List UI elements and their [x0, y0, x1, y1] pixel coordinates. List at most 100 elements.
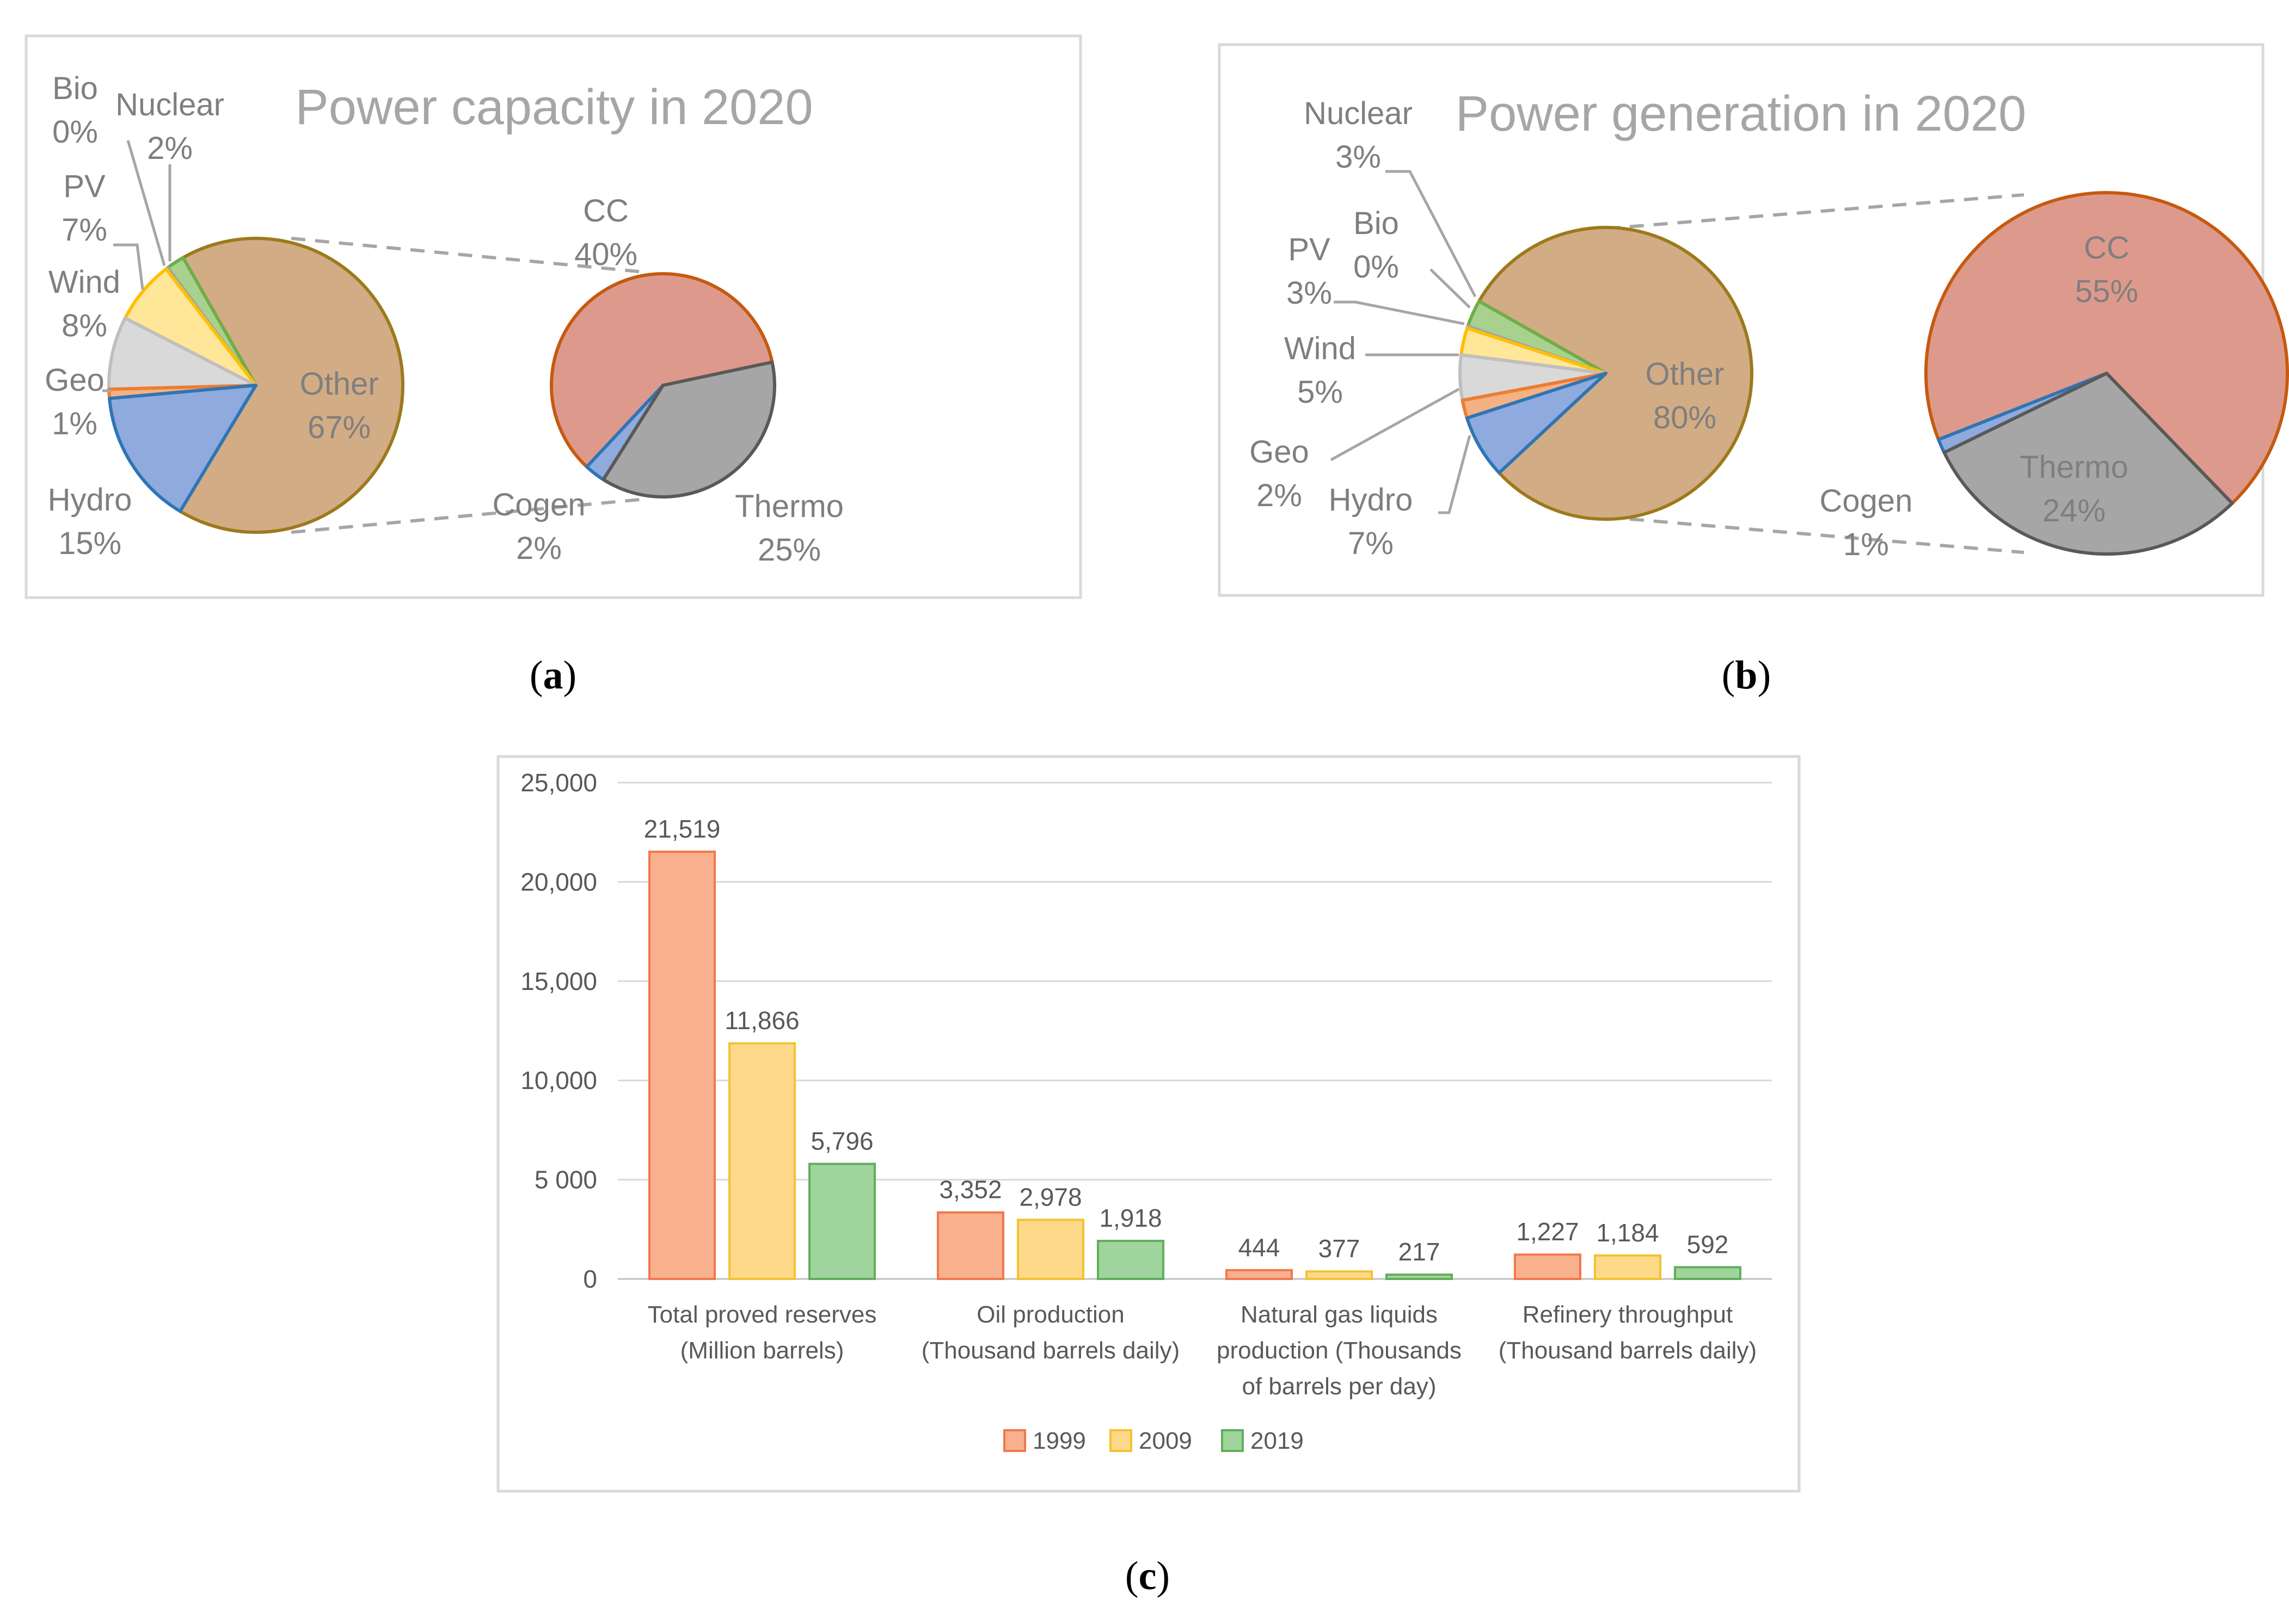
svg-text:0%: 0%: [1353, 249, 1399, 285]
y-tick-label: 15,000: [520, 967, 597, 995]
leader-lines: [1330, 170, 1477, 514]
data-label: 5,796: [811, 1127, 873, 1155]
y-tick-label: 5 000: [535, 1166, 597, 1194]
bar-2019-4: [1674, 1266, 1741, 1280]
category-label: production (Thousands: [1217, 1337, 1462, 1364]
svg-text:1%: 1%: [52, 406, 97, 441]
svg-text:0%: 0%: [52, 114, 98, 150]
leader-line-bio: [126, 140, 166, 266]
svg-text:Bio: Bio: [52, 71, 98, 106]
chart-title: Power generation in 2020: [1456, 86, 2027, 142]
slice-label-wind: Wind 5%: [1284, 331, 1356, 410]
svg-text:2%: 2%: [147, 131, 193, 166]
svg-text:Wind: Wind: [1284, 331, 1356, 366]
svg-text:PV: PV: [1288, 232, 1330, 267]
caption-c: (c): [1125, 1554, 1170, 1598]
legend-swatch-2019: [1221, 1429, 1244, 1452]
slice-label-cogen: Cogen 1%: [1820, 483, 1913, 562]
data-label: 11,866: [725, 1006, 799, 1035]
bar-2019-1: [808, 1162, 876, 1281]
svg-text:55%: 55%: [2075, 274, 2138, 309]
category-label: Refinery throughput: [1523, 1301, 1733, 1328]
pie-slice-hydro: [1465, 372, 1607, 475]
svg-text:7%: 7%: [62, 212, 107, 248]
power-generation-chart: Power generation in 2020 Nuclear 3% Bio …: [1218, 43, 2289, 597]
y-tick-label: 25,000: [520, 768, 597, 797]
connector-line-bottom: [291, 497, 646, 534]
pie-slice-hydro: [108, 384, 257, 513]
leader-line-pv: [1334, 300, 1465, 325]
category-label: (Million barrels): [680, 1337, 844, 1364]
pie-slice-other: [178, 237, 404, 534]
pie-slice-cc: [550, 272, 774, 469]
bars: [648, 850, 1741, 1281]
bar-1999-2: [937, 1211, 1004, 1280]
slice-label-other: Other 80%: [1645, 356, 1724, 435]
leader-line-geo: [1330, 387, 1460, 462]
data-label: 2,978: [1019, 1183, 1082, 1211]
oil-indicators-bar-chart: 0 5 000 10,000 15,000 20,000 25,000 21,519 11,…: [496, 755, 1801, 1493]
slice-label-wind: Wind 8%: [48, 264, 120, 343]
chart-title: Power capacity in 2020: [295, 79, 813, 135]
bar-2019-3: [1385, 1274, 1453, 1280]
slice-label-pv: PV 7%: [62, 169, 107, 248]
data-label: 1,918: [1099, 1204, 1162, 1232]
svg-text:Cogen: Cogen: [493, 487, 586, 522]
slice-label-hydro: Hydro 15%: [48, 482, 132, 561]
y-tick-label: 20,000: [520, 868, 597, 896]
bar-1999-1: [648, 850, 716, 1281]
slice-label-cc: CC 55%: [2075, 230, 2138, 309]
bar-2009-2: [1017, 1219, 1084, 1280]
svg-text:Hydro: Hydro: [1329, 482, 1413, 518]
slice-label-nuclear: Nuclear 2%: [115, 87, 224, 166]
category-label: Oil production: [977, 1301, 1124, 1328]
svg-text:25%: 25%: [758, 532, 821, 568]
svg-text:Nuclear: Nuclear: [1304, 96, 1413, 131]
svg-text:8%: 8%: [62, 308, 107, 343]
data-label: 592: [1687, 1230, 1729, 1258]
y-tick-label: 0: [583, 1265, 597, 1293]
category-label: Total proved reserves: [648, 1301, 877, 1328]
svg-text:2%: 2%: [516, 531, 562, 566]
category-label: (Thousand barrels daily): [1499, 1337, 1757, 1364]
slice-label-geo: Geo 1%: [45, 362, 105, 441]
pie-slice-thermo: [1942, 372, 2234, 556]
connector-line-top: [291, 237, 646, 274]
leader-line-pv: [113, 243, 144, 290]
leader-lines: [102, 140, 171, 392]
breakdown-pie: [1924, 191, 2289, 556]
data-label: 217: [1398, 1238, 1440, 1266]
data-labels: 21,519 11,866 5,796 3,352 2,978 1,918 444 377 21…: [644, 815, 1729, 1266]
svg-text:3%: 3%: [1286, 275, 1332, 311]
bar-1999-3: [1225, 1269, 1293, 1281]
data-label: 377: [1318, 1234, 1360, 1263]
bar-2009-3: [1305, 1270, 1373, 1281]
svg-text:Bio: Bio: [1353, 206, 1399, 241]
svg-text:Wind: Wind: [48, 264, 120, 300]
slice-label-other: Other 67%: [299, 366, 378, 445]
legend-label-1999: 1999: [1033, 1428, 1086, 1454]
data-label: 444: [1238, 1233, 1280, 1262]
svg-text:Nuclear: Nuclear: [115, 87, 224, 122]
data-label: 1,184: [1596, 1219, 1659, 1247]
svg-text:24%: 24%: [2042, 493, 2106, 528]
data-label: 3,352: [939, 1176, 1002, 1204]
svg-text:PV: PV: [63, 169, 106, 204]
slice-label-hydro: Hydro 7%: [1329, 482, 1413, 561]
category-label: of barrels per day): [1242, 1373, 1436, 1400]
slice-label-thermo: Thermo 25%: [735, 489, 844, 568]
bar-1999-4: [1514, 1253, 1581, 1280]
main-pie: [1458, 226, 1753, 521]
legend-label-2009: 2009: [1139, 1428, 1192, 1454]
slice-label-thermo: Thermo 24%: [2020, 450, 2128, 528]
slice-label-cogen: Cogen 2%: [493, 487, 586, 566]
caption-b: (b): [1722, 653, 1771, 698]
pie-slice-wind: [107, 316, 257, 391]
legend-swatch-2009: [1109, 1429, 1132, 1452]
svg-text:Thermo: Thermo: [735, 489, 844, 524]
main-pie: [107, 237, 404, 534]
slice-label-nuclear: Nuclear 3%: [1304, 96, 1413, 175]
svg-text:67%: 67%: [308, 410, 371, 445]
svg-text:Geo: Geo: [45, 362, 105, 398]
slice-label-bio: Bio 0%: [52, 71, 98, 150]
